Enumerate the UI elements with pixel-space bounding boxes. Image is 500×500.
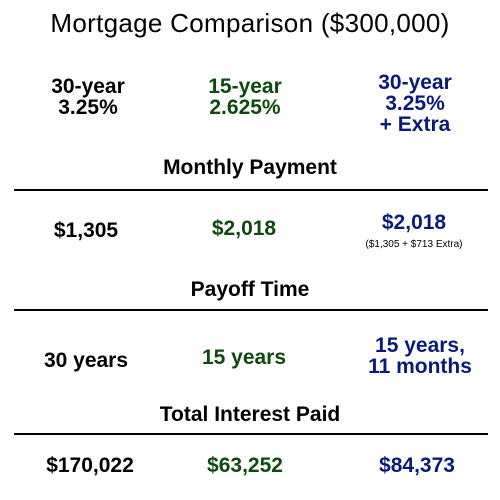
section-divider — [14, 309, 488, 311]
total-interest-15-year: $63,252 — [207, 454, 283, 477]
header-30-year-rate: 3.25% — [58, 96, 118, 119]
header-30-year-extra-extra: + Extra — [379, 113, 451, 136]
payoff-time-30-year-extra: 15 years, 11 months — [350, 335, 490, 377]
section-label-payoff-time: Payoff Time — [190, 278, 310, 301]
header-30-year-extra-term: 30-year — [378, 71, 452, 94]
section-divider — [14, 433, 488, 435]
header-30-year-term: 30-year — [51, 75, 125, 98]
payoff-time-15-year: 15 years — [201, 346, 287, 369]
header-15-year-term: 15-year — [208, 75, 282, 98]
monthly-payment-15-year: $2,018 — [211, 217, 277, 240]
payoff-time-30-year-extra-months: 11 months — [368, 355, 472, 378]
header-15-year-rate: 2.625% — [209, 96, 281, 119]
payoff-time-30-year: 30 years — [43, 349, 129, 372]
monthly-payment-extra-note: ($1,305 + $713 Extra) — [365, 239, 463, 250]
header-30-year: 30-year 3.25% — [28, 76, 148, 118]
section-label-monthly-payment: Monthly Payment — [163, 156, 337, 179]
page-title: Mortgage Comparison ($300,000) — [50, 8, 450, 38]
monthly-payment-30-year-extra: $2,018 — [381, 211, 447, 234]
section-divider — [14, 189, 488, 191]
monthly-payment-30-year: $1,305 — [53, 219, 119, 242]
total-interest-30-year-extra: $84,373 — [379, 454, 455, 477]
header-30-year-extra-rate: 3.25% — [385, 92, 445, 115]
header-30-year-extra: 30-year 3.25% + Extra — [355, 72, 475, 135]
total-interest-30-year: $170,022 — [46, 454, 134, 477]
payoff-time-30-year-extra-years: 15 years, — [375, 334, 465, 357]
header-15-year: 15-year 2.625% — [185, 76, 305, 118]
section-label-total-interest: Total Interest Paid — [159, 403, 341, 426]
